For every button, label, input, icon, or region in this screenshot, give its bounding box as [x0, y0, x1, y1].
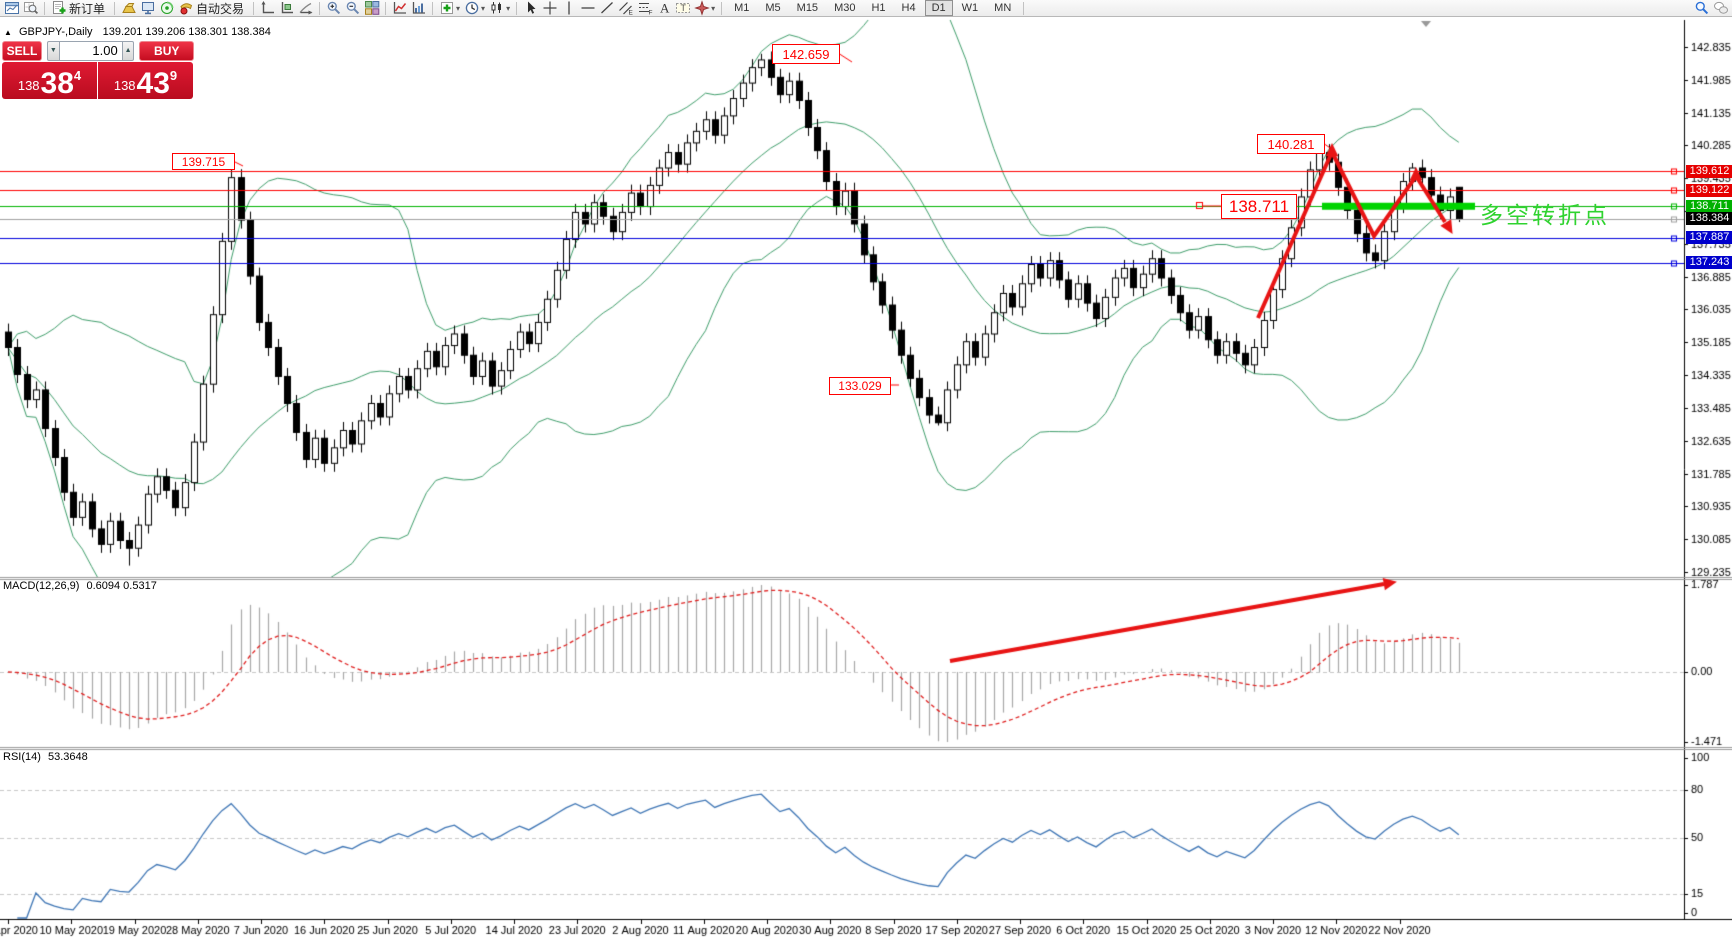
- gold-bar-icon[interactable]: [119, 0, 138, 16]
- price-axis-badge: 138.384: [1686, 212, 1732, 226]
- timeframe-mn-button[interactable]: MN: [987, 0, 1018, 16]
- text-label-icon[interactable]: T: [673, 0, 692, 16]
- price-axis-badge: 137.243: [1686, 256, 1732, 270]
- bull-bear-pivot-note[interactable]: 多空转折点: [1480, 202, 1610, 228]
- new-order-icon[interactable]: [49, 0, 68, 16]
- fixed-scale-icon[interactable]: [277, 0, 296, 16]
- autotrading-label[interactable]: 自动交易: [196, 1, 245, 16]
- toolbar-separator: [385, 1, 387, 15]
- buy-price[interactable]: 138 43 9: [98, 62, 193, 99]
- symbol-period-label: GBPJPY-,Daily: [18, 26, 93, 38]
- top-toolbar: 新订单 自动交易 ▾ ▾ ▾ E F A T ▾ M1 M5 M15 M30 H1 H4 D1 W1 MN: [0, 0, 1732, 17]
- arrows-icon-dropdown-caret[interactable]: ▾: [711, 3, 716, 13]
- chat-icon[interactable]: [1711, 0, 1730, 16]
- toolbar-separator: [432, 1, 434, 15]
- macd-indicator-label: MACD(12,26,9) 0.6094 0.5317: [3, 580, 157, 592]
- zoom-in-icon[interactable]: [324, 0, 343, 16]
- price-axis-badge: 139.612: [1686, 164, 1732, 178]
- price-annotation-label[interactable]: 138.711: [1221, 194, 1297, 219]
- chart-window-icon[interactable]: [2, 0, 21, 16]
- new-order-label[interactable]: 新订单: [69, 1, 106, 16]
- timeframe-m5-button[interactable]: M5: [758, 0, 787, 16]
- timeframe-h4-button[interactable]: H4: [895, 0, 923, 16]
- toolbar-separator: [114, 1, 116, 15]
- add-indicator-icon[interactable]: [437, 0, 456, 16]
- add-indicator-icon-dropdown-caret[interactable]: ▾: [456, 3, 461, 13]
- timeframe-m15-button[interactable]: M15: [790, 0, 825, 16]
- crosshair-icon[interactable]: [540, 0, 559, 16]
- price-axis-badge: 139.122: [1686, 183, 1732, 197]
- price-scale-icon[interactable]: [258, 0, 277, 16]
- toolbar-separator: [253, 1, 255, 15]
- price-annotation-label[interactable]: 133.029: [829, 377, 891, 395]
- toolbar-separator: [1023, 1, 1025, 15]
- vertical-line-icon[interactable]: [559, 0, 578, 16]
- price-annotation-label[interactable]: 142.659: [772, 44, 840, 64]
- collapse-arrow-icon[interactable]: ▲: [4, 28, 12, 37]
- volume-decrease-button[interactable]: ▼: [46, 40, 60, 61]
- timeframe-w1-button[interactable]: W1: [955, 0, 986, 16]
- zoom-out-icon[interactable]: [343, 0, 362, 16]
- buy-button[interactable]: BUY: [139, 40, 195, 61]
- toolbar-separator: [721, 1, 723, 15]
- tile-windows-icon[interactable]: [362, 0, 381, 16]
- svg-text:E: E: [628, 10, 633, 17]
- volume-increase-button[interactable]: ▲: [121, 40, 135, 61]
- svg-text:A: A: [660, 1, 670, 16]
- svg-text:T: T: [680, 3, 686, 13]
- price-axis-badge: 138.711: [1686, 199, 1732, 213]
- chart-template-icon-dropdown-caret[interactable]: ▾: [506, 3, 511, 13]
- svg-text:F: F: [648, 10, 652, 17]
- timeframe-d1-button[interactable]: D1: [924, 0, 953, 16]
- period-clock-icon[interactable]: [462, 0, 481, 16]
- autotrading-icon[interactable]: [176, 0, 195, 16]
- sell-price[interactable]: 138 38 4: [2, 62, 97, 99]
- price-axis-badge: 137.887: [1686, 231, 1732, 245]
- terminal-icon[interactable]: [138, 0, 157, 16]
- timeframe-h1-button[interactable]: H1: [864, 0, 892, 16]
- search-icon[interactable]: [1692, 0, 1711, 16]
- strategy-tester-icon[interactable]: [157, 0, 176, 16]
- cursor-icon[interactable]: [521, 0, 540, 16]
- toolbar-separator: [44, 1, 45, 15]
- toolbar-separator: [319, 1, 321, 15]
- crosshair-magnifier-icon[interactable]: [21, 0, 40, 16]
- equidistant-channel-icon[interactable]: E: [616, 0, 635, 16]
- symbol-info: ▲ GBPJPY-,Daily 139.201 139.206 138.301 …: [4, 26, 271, 38]
- indicator-list-icon[interactable]: [390, 0, 409, 16]
- volume-input[interactable]: [59, 40, 122, 61]
- arrows-icon[interactable]: [692, 0, 711, 16]
- horizontal-line-icon[interactable]: [578, 0, 597, 16]
- auto-scroll-icon[interactable]: [296, 0, 315, 16]
- new-chart-icon[interactable]: [409, 0, 428, 16]
- toolbar-separator: [516, 1, 518, 15]
- period-clock-icon-dropdown-caret[interactable]: ▾: [481, 3, 486, 13]
- fibonacci-icon[interactable]: F: [635, 0, 654, 16]
- timeframe-m1-button[interactable]: M1: [727, 0, 756, 16]
- sell-button[interactable]: SELL: [2, 40, 42, 61]
- one-click-trading-panel: SELL ▼ ▲ BUY 138 38 4 138 43 9: [2, 40, 195, 99]
- rsi-indicator-label: RSI(14) 53.3648: [3, 751, 88, 763]
- price-annotation-label[interactable]: 139.715: [172, 153, 235, 170]
- trendline-icon[interactable]: [597, 0, 616, 16]
- text-icon[interactable]: A: [654, 0, 673, 16]
- ohlc-values: 139.201 139.206 138.301 138.384: [102, 26, 271, 38]
- price-annotation-label[interactable]: 140.281: [1257, 134, 1325, 154]
- chart-template-icon[interactable]: [487, 0, 506, 16]
- timeframe-m30-button[interactable]: M30: [827, 0, 862, 16]
